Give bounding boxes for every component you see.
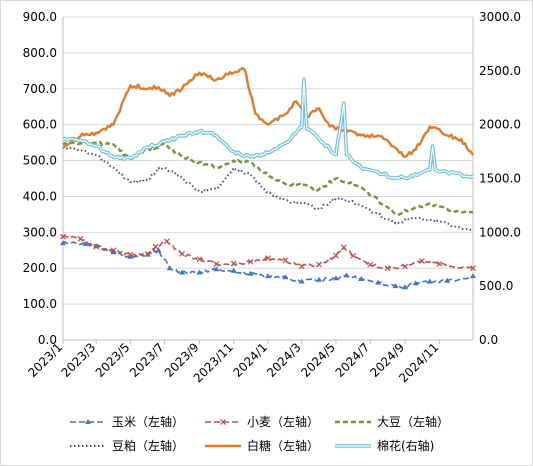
left-axis-tick-labels: 0.0 100.0 200.0 300.0 400.0 500.0 600.0 700.0 80… <box>23 10 57 347</box>
left-tick-label: 0.0 <box>38 333 57 347</box>
data-point-wheat <box>77 235 84 242</box>
data-point-wheat <box>213 260 220 267</box>
data-point-wheat <box>163 238 170 245</box>
data-point-wheat <box>340 244 347 251</box>
data-point-corn <box>196 269 203 275</box>
data-point-corn <box>332 275 339 281</box>
data-point-corn <box>179 269 186 275</box>
data-point-corn <box>402 284 409 290</box>
data-point-corn <box>110 249 117 255</box>
data-point-wheat <box>282 257 289 264</box>
data-point-wheat <box>436 260 443 267</box>
data-point-wheat <box>367 261 374 268</box>
x-tick-label: 2023/7 <box>127 340 167 380</box>
left-tick-label: 900.0 <box>23 10 57 24</box>
legend-label-soybean: 大豆（左轴） <box>377 414 449 429</box>
data-point-corn <box>230 267 237 273</box>
left-tick-label: 800.0 <box>23 46 57 60</box>
data-point-corn <box>298 278 305 284</box>
data-point-corn <box>127 253 134 259</box>
left-tick-label: 200.0 <box>23 261 57 275</box>
data-point-corn <box>247 270 254 276</box>
x-tick-label: 2024/5 <box>298 340 338 380</box>
right-tick-label: 3000.0 <box>479 10 521 24</box>
data-point-wheat <box>127 251 134 258</box>
legend-label-corn: 玉米（左轴） <box>112 414 184 429</box>
legend-marker-wheat <box>220 419 226 425</box>
data-point-wheat <box>247 258 254 265</box>
data-point-wheat <box>298 263 305 270</box>
data-point-wheat <box>470 265 476 272</box>
data-point-wheat <box>60 233 66 240</box>
data-point-corn <box>60 240 66 246</box>
axes <box>62 17 474 344</box>
left-tick-label: 500.0 <box>23 154 57 168</box>
data-point-corn <box>316 276 323 282</box>
data-point-wheat <box>110 247 117 254</box>
data-point-corn <box>155 247 162 253</box>
series-line-soymeal <box>62 146 474 232</box>
series-line-cotton-outer <box>62 77 474 181</box>
data-point-wheat <box>179 250 185 257</box>
data-point-wheat <box>384 265 391 272</box>
data-point-wheat <box>152 243 159 250</box>
series-line-wheat <box>62 234 474 270</box>
left-tick-label: 700.0 <box>23 82 57 96</box>
data-point-corn <box>82 240 89 246</box>
legend: 玉米（左轴） 小麦（左轴） 大豆（左轴） 豆粕（左轴） 白糖（左轴） 棉花(右轴) <box>70 414 449 453</box>
data-point-corn <box>470 273 476 279</box>
legend-marker-corn <box>85 419 91 424</box>
data-point-corn <box>392 283 399 289</box>
series-line-cotton-inner <box>62 78 474 180</box>
data-point-corn <box>343 272 350 278</box>
x-tick-label: 2024/1 <box>230 340 270 380</box>
left-tick-label: 400.0 <box>23 189 57 203</box>
data-point-wheat <box>402 263 408 270</box>
right-tick-label: 1500.0 <box>479 172 521 186</box>
data-point-wheat <box>333 252 339 259</box>
x-tick-label: 2024/3 <box>264 340 304 380</box>
data-point-corn <box>265 273 271 279</box>
data-point-wheat <box>418 258 425 264</box>
right-tick-label: 0.0 <box>479 333 498 347</box>
x-tick-label: 2024/7 <box>333 340 373 380</box>
legend-label-cotton: 棉花(右轴) <box>377 438 434 453</box>
data-point-corn <box>375 279 382 285</box>
data-point-wheat <box>265 255 271 262</box>
right-tick-label: 500.0 <box>479 279 513 293</box>
left-tick-label: 300.0 <box>23 225 57 239</box>
data-point-wheat <box>144 250 151 257</box>
right-axis-tick-labels: 0.0 500.0 1000.0 1500.0 2000.0 2500.0 3000.0 <box>479 10 521 347</box>
data-point-wheat <box>230 260 237 267</box>
series-group <box>60 67 476 290</box>
legend-label-sugar: 白糖（左轴） <box>247 438 319 453</box>
legend-label-wheat: 小麦（左轴） <box>247 414 319 429</box>
right-tick-label: 1000.0 <box>479 225 521 239</box>
left-tick-label: 600.0 <box>23 118 57 132</box>
x-axis-tick-labels: 2023/12023/32023/52023/72023/92023/11202… <box>25 340 441 385</box>
data-point-wheat <box>93 243 100 250</box>
data-point-corn <box>444 277 451 283</box>
data-point-corn <box>282 274 289 280</box>
right-tick-label: 2000.0 <box>479 118 521 132</box>
data-point-corn <box>166 265 173 271</box>
data-point-corn <box>412 280 419 286</box>
data-point-corn <box>426 278 433 284</box>
data-point-wheat <box>350 252 357 259</box>
data-point-wheat <box>196 256 203 263</box>
right-tick-label: 2500.0 <box>479 64 521 78</box>
data-point-wheat <box>316 261 323 268</box>
x-tick-label: 2023/3 <box>59 340 99 380</box>
data-point-corn <box>358 275 365 281</box>
data-point-corn <box>213 266 220 272</box>
x-tick-label: 2023/5 <box>93 340 133 380</box>
legend-label-soymeal: 豆粕（左轴） <box>112 438 184 453</box>
series-line-sugar <box>62 67 475 159</box>
left-tick-label: 100.0 <box>23 297 57 311</box>
